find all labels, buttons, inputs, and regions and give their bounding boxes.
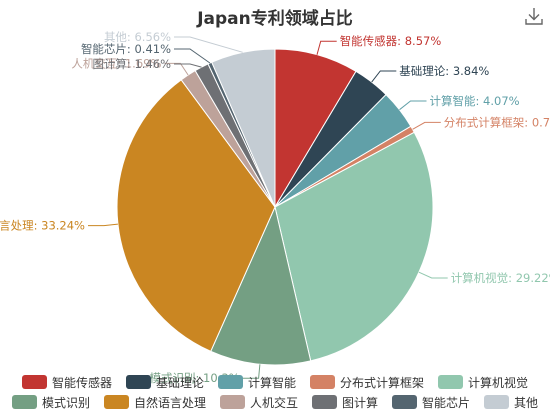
legend-swatch <box>12 395 37 409</box>
label-leader-line <box>242 364 261 379</box>
slice-label: 计算智能: 4.07% <box>430 94 520 108</box>
label-leader-line <box>371 70 397 83</box>
pie-slice[interactable] <box>210 205 312 366</box>
chart-title: Japan专利领域占比 <box>197 9 353 29</box>
legend-label: 智能芯片 <box>422 395 471 410</box>
legend-item[interactable]: 基础理论 <box>126 372 204 392</box>
legend-item[interactable]: 分布式计算框架 <box>310 372 424 392</box>
slice-label: 自然语言处理: 33.24% <box>0 219 85 233</box>
label-leader-line <box>164 62 189 76</box>
download-icon[interactable] <box>524 6 544 26</box>
legend-row: 智能传感器 基础理论 计算智能 分布式计算框架 计算机视觉 <box>0 372 550 392</box>
slice-label: 模式识别: 10.3% <box>150 371 240 385</box>
legend-swatch <box>484 395 509 409</box>
legend-label: 基础理论 <box>156 375 205 390</box>
legend-label: 人机交互 <box>250 395 299 410</box>
legend-item[interactable]: 其他 <box>484 392 538 412</box>
label-leader-line <box>174 63 202 68</box>
slice-label: 智能传感器: 8.57% <box>340 34 442 48</box>
slice-label: 图计算: 1.46% <box>92 57 171 71</box>
slice-label: 其他: 6.56% <box>104 30 171 44</box>
label-leader-line <box>412 121 441 130</box>
legend-swatch <box>22 375 47 389</box>
label-leader-line <box>399 100 427 111</box>
label-leader-line <box>88 223 118 227</box>
legend-item[interactable]: 智能传感器 <box>22 372 112 392</box>
pie-slice[interactable] <box>211 48 276 208</box>
legend-swatch <box>104 395 129 409</box>
slice-label: 人机交互: 1.69% <box>71 56 161 70</box>
label-leader-line <box>174 48 211 64</box>
legend-label: 计算机视觉 <box>468 375 529 390</box>
legend-swatch <box>312 395 337 409</box>
slice-label: 计算机视觉: 29.22% <box>451 271 550 285</box>
legend-item[interactable]: 图计算 <box>312 392 378 412</box>
label-leader-line <box>174 36 243 53</box>
legend-swatch <box>218 375 243 389</box>
legend-swatch <box>392 395 417 409</box>
legend-item[interactable]: 计算智能 <box>218 372 296 392</box>
legend-item[interactable]: 智能芯片 <box>392 392 470 412</box>
label-leader-line <box>316 40 337 55</box>
legend: 智能传感器 基础理论 计算智能 分布式计算框架 计算机视觉 模式识别 自然语言处理 人机交互… <box>0 372 550 412</box>
legend-label: 其他 <box>514 395 539 410</box>
legend-row: 模式识别 自然语言处理 人机交互 图计算 智能芯片 其他 <box>0 392 550 412</box>
legend-label: 自然语言处理 <box>134 395 207 410</box>
pie-slice[interactable] <box>274 48 357 209</box>
legend-swatch <box>126 375 151 389</box>
label-leader-line <box>418 271 448 279</box>
legend-item[interactable]: 人机交互 <box>220 392 298 412</box>
legend-swatch <box>438 375 463 389</box>
pie-slice[interactable] <box>116 79 276 353</box>
legend-item[interactable]: 模式识别 <box>12 392 90 412</box>
legend-label: 智能传感器 <box>52 375 113 390</box>
legend-item[interactable]: 自然语言处理 <box>104 392 206 412</box>
legend-label: 计算智能 <box>248 375 297 390</box>
slice-label: 分布式计算框架: 0.7% <box>444 115 550 129</box>
slice-label: 基础理论: 3.84% <box>399 64 489 78</box>
legend-label: 模式识别 <box>42 395 91 410</box>
legend-swatch <box>310 375 335 389</box>
slice-label: 智能芯片: 0.41% <box>81 42 171 56</box>
legend-label: 图计算 <box>342 395 379 410</box>
legend-item[interactable]: 计算机视觉 <box>438 372 528 392</box>
legend-swatch <box>220 395 245 409</box>
legend-label: 分布式计算框架 <box>340 375 425 390</box>
